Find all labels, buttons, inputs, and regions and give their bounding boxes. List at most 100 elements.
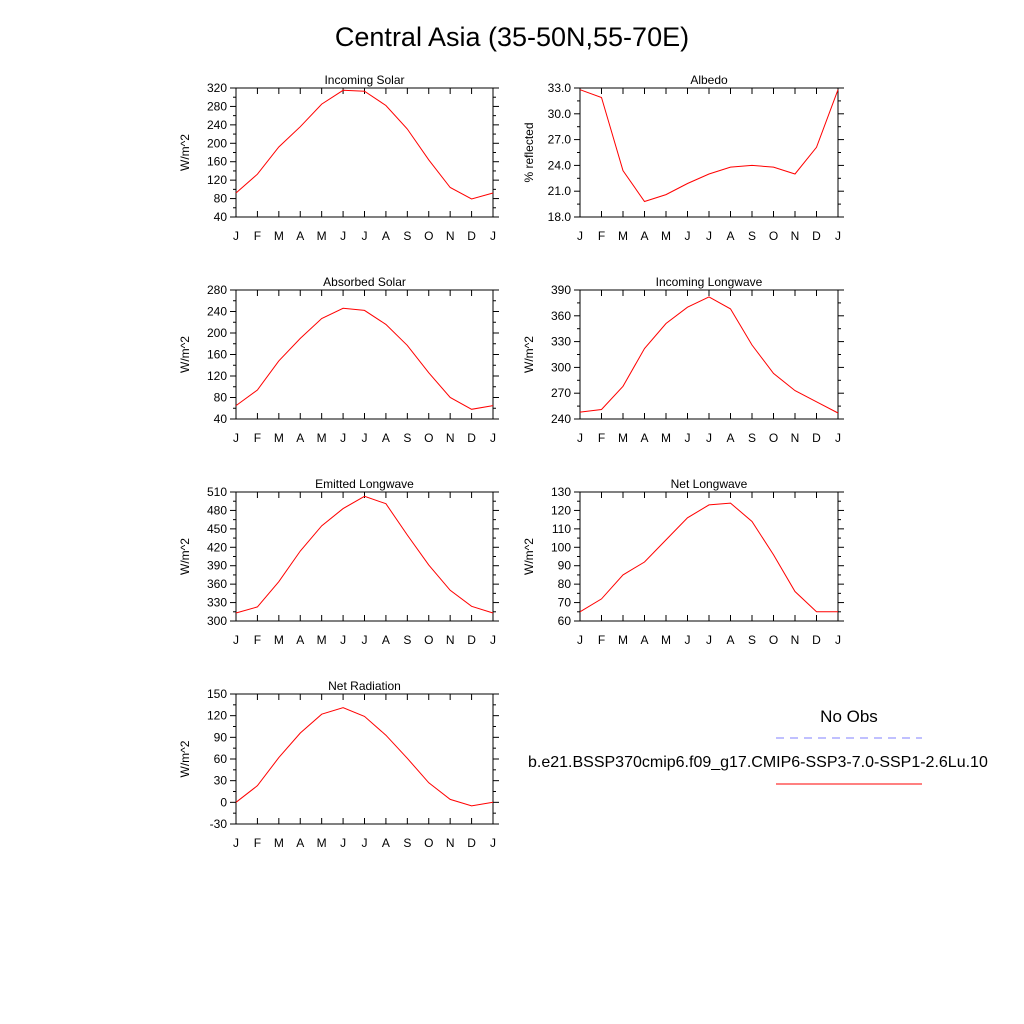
x-tick-label: J	[490, 633, 496, 647]
x-tick-label: D	[812, 633, 821, 647]
x-tick-label: M	[618, 229, 628, 243]
x-tick-label: N	[446, 836, 455, 850]
x-tick-label: O	[769, 633, 778, 647]
x-tick-label: A	[296, 431, 304, 445]
y-tick-label: 300	[207, 614, 227, 628]
x-tick-label: F	[254, 836, 261, 850]
y-tick-label: 120	[551, 503, 571, 517]
y-axis-label: W/m^2	[178, 134, 192, 171]
y-tick-label: 240	[207, 118, 227, 132]
x-tick-label: J	[340, 229, 346, 243]
x-tick-label: A	[382, 836, 390, 850]
chart-panel: J F M A M J J A S O N D J510480450420390360330300Emi…	[178, 477, 499, 647]
x-tick-label: J	[340, 633, 346, 647]
y-tick-label: 80	[214, 192, 228, 206]
y-tick-label: 330	[551, 335, 571, 349]
chart-panel: J F M A M J J A S O N D J2802402001601208040Absorbed…	[178, 275, 499, 445]
x-tick-label: S	[748, 229, 756, 243]
y-tick-label: 420	[207, 540, 227, 554]
x-tick-label: A	[382, 431, 390, 445]
series-line	[579, 296, 839, 414]
plot-frame	[235, 693, 494, 825]
y-tick-label: 510	[207, 485, 227, 499]
x-tick-label: J	[577, 229, 583, 243]
x-tick-label: J	[706, 431, 712, 445]
x-tick-label: N	[446, 633, 455, 647]
x-tick-label: J	[835, 229, 841, 243]
series-line	[579, 502, 838, 613]
x-tick-label: S	[403, 431, 411, 445]
y-tick-label: 390	[551, 283, 571, 297]
y-tick-label: 160	[207, 348, 227, 362]
y-tick-label: 30.0	[548, 107, 572, 121]
x-tick-label: M	[274, 836, 284, 850]
x-tick-label: J	[340, 836, 346, 850]
x-tick-label: J	[233, 431, 239, 445]
y-tick-label: 280	[207, 99, 227, 113]
chart-panel: J F M A M J J A S O N D J33.030.027.024.021.018.0Alb…	[522, 73, 844, 243]
y-tick-label: 240	[207, 305, 227, 319]
x-tick-label: D	[812, 229, 821, 243]
y-tick-label: 40	[214, 412, 228, 426]
series-line	[235, 89, 494, 200]
x-tick-label: N	[791, 229, 800, 243]
y-axis-label: W/m^2	[178, 538, 192, 575]
x-tick-label: J	[490, 431, 496, 445]
x-tick-label: O	[424, 633, 433, 647]
x-tick-label: J	[362, 836, 368, 850]
y-tick-label: 330	[207, 596, 227, 610]
y-tick-label: 200	[207, 326, 227, 340]
plot-frame	[235, 491, 494, 622]
y-tick-label: 160	[207, 155, 227, 169]
x-tick-label: A	[382, 229, 390, 243]
x-tick-label: J	[706, 633, 712, 647]
panel-title: Absorbed Solar	[323, 275, 406, 289]
x-tick-label: O	[424, 229, 433, 243]
panel-title: Net Longwave	[671, 477, 748, 491]
figure-title: Central Asia (35-50N,55-70E)	[335, 22, 689, 52]
y-tick-label: 480	[207, 503, 227, 517]
x-tick-label: A	[296, 836, 304, 850]
x-tick-label: M	[618, 431, 628, 445]
x-tick-label: J	[362, 229, 368, 243]
x-tick-label: M	[317, 229, 327, 243]
x-tick-label: O	[424, 431, 433, 445]
x-tick-label: F	[598, 229, 605, 243]
y-tick-label: 60	[558, 614, 572, 628]
y-tick-label: 200	[207, 136, 227, 150]
y-tick-label: 360	[207, 577, 227, 591]
x-tick-label: J	[233, 229, 239, 243]
y-axis-label: W/m^2	[178, 336, 192, 373]
y-tick-label: 40	[214, 210, 228, 224]
x-tick-label: D	[812, 431, 821, 445]
x-tick-label: J	[490, 836, 496, 850]
y-tick-label: 120	[207, 369, 227, 383]
x-tick-label: D	[467, 836, 476, 850]
series-line	[235, 495, 494, 614]
x-tick-label: O	[769, 431, 778, 445]
x-tick-label: J	[340, 431, 346, 445]
y-tick-label: 70	[558, 596, 572, 610]
y-tick-label: 100	[551, 540, 571, 554]
x-tick-label: A	[726, 229, 734, 243]
y-tick-label: 150	[207, 687, 227, 701]
x-tick-label: J	[685, 229, 691, 243]
y-tick-label: -30	[210, 817, 228, 831]
y-tick-label: 360	[551, 309, 571, 323]
x-tick-label: A	[640, 431, 648, 445]
x-tick-label: A	[726, 431, 734, 445]
y-tick-label: 90	[558, 559, 572, 573]
y-tick-label: 300	[551, 360, 571, 374]
y-axis-label: W/m^2	[522, 336, 536, 373]
x-tick-label: M	[274, 229, 284, 243]
x-tick-label: A	[726, 633, 734, 647]
x-tick-label: M	[274, 431, 284, 445]
x-tick-label: F	[254, 431, 261, 445]
y-tick-label: 0	[220, 795, 227, 809]
x-tick-label: J	[835, 633, 841, 647]
x-tick-label: M	[618, 633, 628, 647]
x-tick-label: J	[685, 431, 691, 445]
panel-title: Net Radiation	[328, 679, 401, 693]
